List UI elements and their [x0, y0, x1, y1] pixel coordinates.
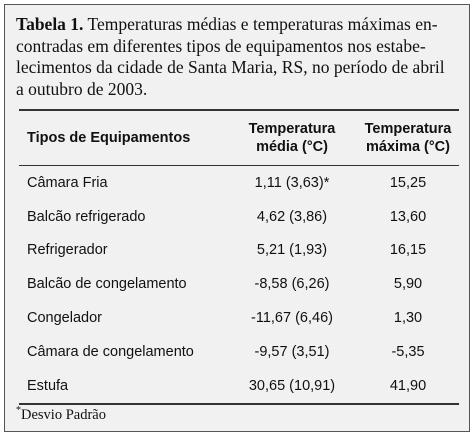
caption-label: Tabela 1.	[16, 14, 84, 34]
table-cell: -8,58 (6,26)	[254, 276, 330, 293]
table-cell: -9,57 (3,51)	[254, 343, 330, 360]
table-cell: Congelador	[27, 310, 102, 327]
table-row: Estufa 30,65 (10,91) 41,90	[19, 369, 459, 404]
table-cell: 41,90	[389, 377, 427, 394]
table-cell: 30,65 (10,91)	[248, 377, 336, 394]
table-cell: 4,62 (3,86)	[256, 208, 328, 225]
table-body: Câmara Fria 1,11 (3,63)* 15,25 Balcão refri…	[19, 166, 459, 404]
column-header: Temperatura média (°C)	[248, 121, 336, 155]
table-cell: -5,35	[391, 343, 425, 360]
data-table: Tipos de Equipamentos Temperatura média (…	[19, 109, 459, 405]
table-cell: Estufa	[27, 377, 69, 394]
table-row: Balcão refrigerado 4,62 (3,86) 13,60	[19, 200, 459, 234]
caption-text: lecimentos da cidade de Santa Maria, RS,…	[16, 57, 445, 77]
table-cell: 5,90	[393, 276, 423, 293]
caption-line: a outubro de 2003.	[16, 79, 466, 101]
table-row: Câmara Fria 1,11 (3,63)* 15,25	[19, 166, 459, 200]
caption-line: Tabela 1. Temperaturas médias e temperat…	[16, 14, 466, 36]
caption-line: contradas em diferentes tipos de equipam…	[16, 36, 466, 58]
table-row: Refrigerador 5,21 (1,93) 16,15	[19, 234, 459, 268]
footnote: *Desvio Padrão	[16, 405, 106, 424]
header-row: Tipos de Equipamentos Temperatura média (…	[19, 110, 459, 166]
table-cell: 13,60	[389, 208, 427, 225]
table-row: Câmara de congelamento -9,57 (3,51) -5,35	[19, 335, 459, 369]
caption: Tabela 1. Temperaturas médias e temperat…	[16, 14, 466, 100]
table-cell: 1,30	[393, 310, 423, 327]
caption-text: Temperaturas médias e temperaturas máxim…	[87, 14, 438, 34]
table-cell: Câmara Fria	[27, 174, 108, 191]
table-cell: Balcão refrigerado	[27, 208, 146, 225]
caption-text: a outubro de 2003.	[16, 78, 148, 99]
column-header: Tipos de Equipamentos	[27, 130, 191, 146]
table-cell: 16,15	[389, 242, 427, 259]
column-header: Temperatura máxima (°C)	[364, 121, 452, 155]
table-cell: -11,67 (6,46)	[251, 310, 333, 327]
caption-line: lecimentos da cidade de Santa Maria, RS,…	[16, 57, 466, 79]
footnote-text: Desvio Padrão	[21, 406, 106, 423]
table-cell: Câmara de congelamento	[27, 343, 194, 360]
footnote-mark: *	[16, 405, 21, 416]
caption-text: contradas em diferentes tipos de equipam…	[16, 35, 426, 56]
table-cell: 15,25	[389, 174, 427, 191]
table-cell: Balcão de congelamento	[27, 276, 187, 293]
table-cell: 1,11 (3,63)*	[254, 174, 330, 191]
table-row: Congelador -11,67 (6,46) 1,30	[19, 301, 459, 335]
table-frame: Tabela 1. Temperaturas médias e temperat…	[4, 4, 470, 432]
table-cell: 5,21 (1,93)	[256, 242, 328, 259]
table-row: Balcão de congelamento -8,58 (6,26) 5,90	[19, 267, 459, 301]
table-cell: Refrigerador	[27, 242, 108, 259]
